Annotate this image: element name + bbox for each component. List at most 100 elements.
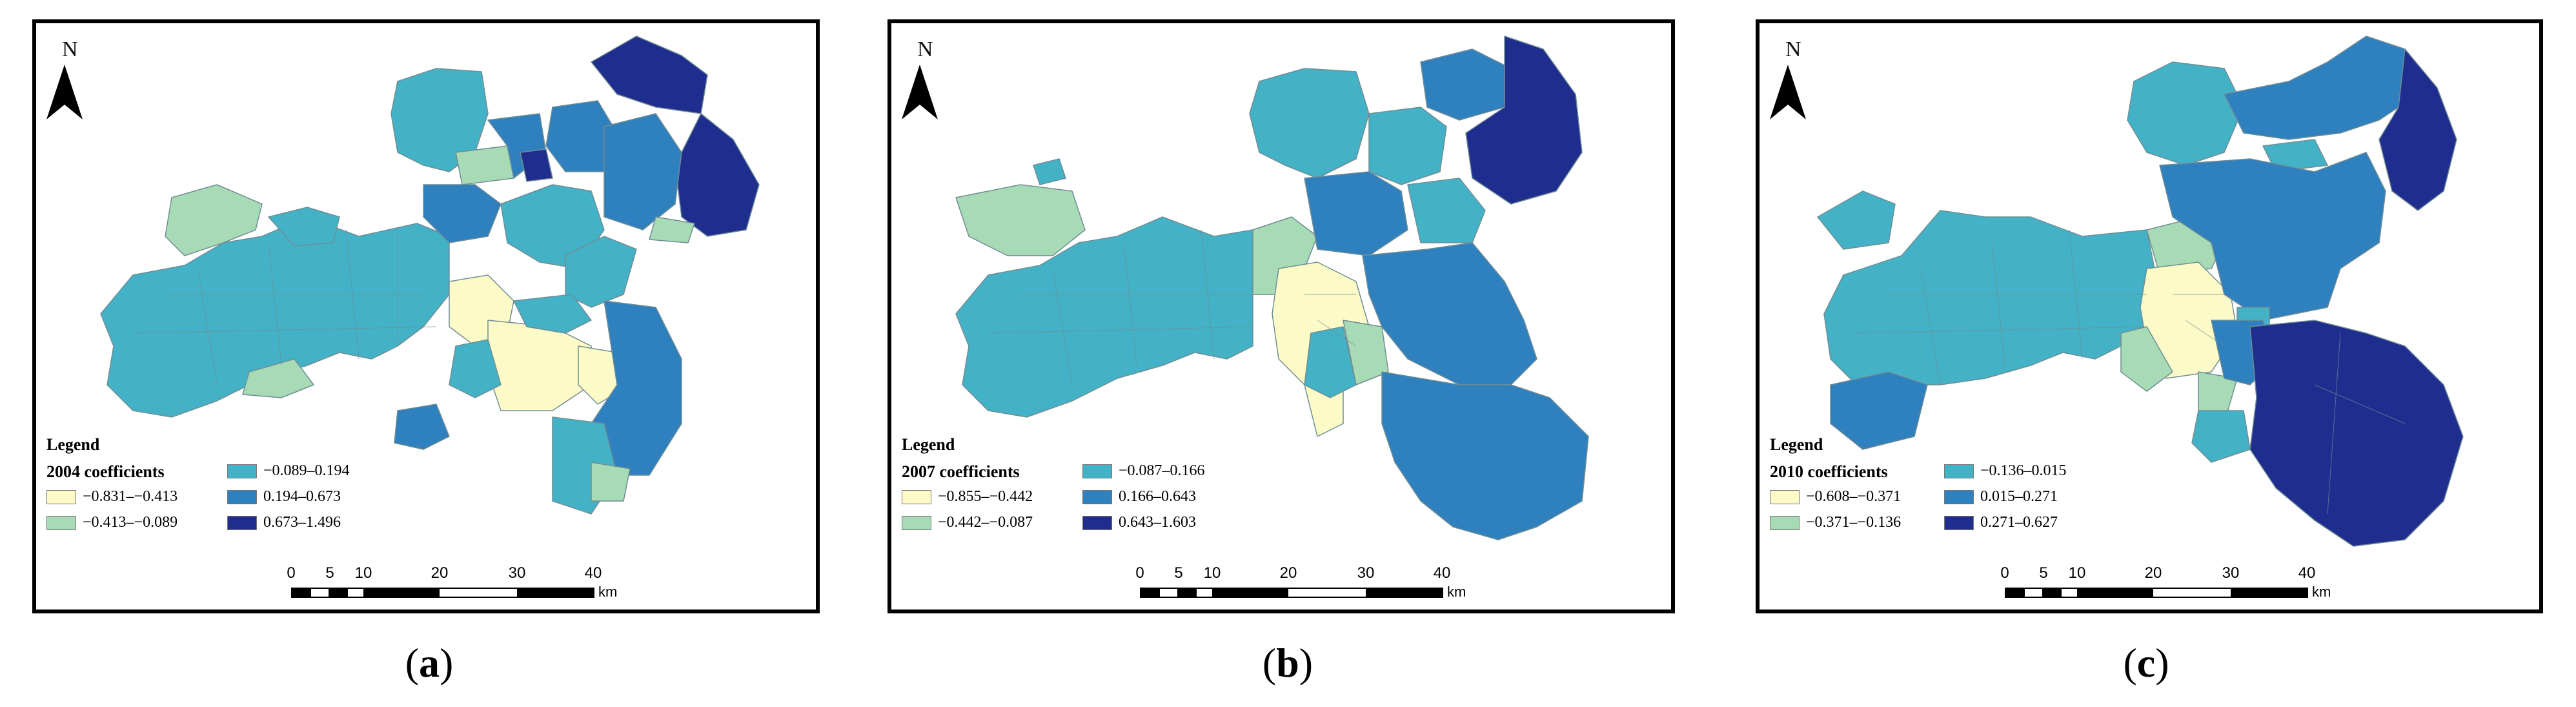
region: [394, 404, 450, 450]
region: [165, 184, 263, 256]
caption-letter: a: [419, 640, 440, 686]
district-line: [1856, 229, 2406, 515]
legend-subtitle: 2004 coefficients: [46, 462, 165, 481]
region: [1362, 242, 1537, 385]
district-line: [988, 229, 1357, 385]
panel-caption: (b): [1262, 640, 1313, 686]
legend-title: Legend: [1770, 435, 1823, 454]
legend-title: Legend: [46, 435, 100, 454]
scale-tick: 10: [1203, 564, 1221, 582]
legend-item-2: −0.413–−0.089: [46, 514, 177, 531]
scale-tick: 20: [2144, 564, 2162, 582]
district-line: [132, 229, 437, 385]
legend-item-5: 0.673–1.496: [227, 514, 341, 531]
legend-range: 0.015–0.271: [1980, 488, 2058, 505]
scale-tick: 0: [2000, 564, 2009, 582]
region: [2140, 261, 2238, 379]
legend-item-3: −0.087–0.166: [1082, 462, 1205, 480]
legend: Legend 2004 coefficients −0.089–0.194 −0…: [46, 435, 350, 531]
scale-tick: 20: [1279, 564, 1297, 582]
legend-range: 0.194–0.673: [263, 488, 341, 505]
scale-unit: km: [2312, 584, 2331, 600]
legend-swatch: [1944, 489, 1974, 504]
legend-item-3: −0.136–0.015: [1944, 462, 2067, 480]
panel-caption: (a): [405, 640, 454, 686]
legend-item-4: 0.166–0.643: [1082, 488, 1196, 506]
scale-tick: 40: [2298, 564, 2316, 582]
region: [1368, 107, 1447, 185]
region: [1304, 171, 1408, 256]
legend-subtitle: 2007 coefficients: [902, 462, 1020, 481]
legend-swatch: [1082, 489, 1112, 504]
legend-swatch: [227, 489, 257, 504]
legend-item-4: 0.194–0.673: [227, 488, 341, 506]
legend-swatch: [227, 515, 257, 530]
region: [1420, 48, 1512, 121]
region: [2249, 320, 2464, 547]
region: [955, 216, 1253, 418]
region: [1249, 68, 1370, 179]
scale-tick: 5: [2039, 564, 2048, 582]
legend-range: 0.271–0.627: [1980, 514, 2058, 531]
legend-range: −0.831–−0.413: [83, 488, 178, 505]
scale-tick: 10: [354, 564, 372, 582]
legend-swatch: [46, 489, 76, 504]
north-label: N: [62, 37, 78, 61]
legend-item-1: −0.855–−0.442: [902, 488, 1033, 506]
region: [487, 320, 592, 411]
north-arrow-icon: [902, 65, 938, 119]
legend-swatch: [902, 515, 931, 530]
region: [565, 236, 637, 308]
legend: Legend 2007 coefficients −0.087–0.166 −0…: [902, 435, 1205, 531]
region: [449, 339, 502, 398]
legend-item-5: 0.271–0.627: [1944, 514, 2058, 531]
scale-tick: 20: [431, 564, 449, 582]
legend-range: −0.371–−0.136: [1806, 514, 1902, 531]
legend-title: Legend: [902, 435, 955, 454]
north-arrow: N: [1769, 32, 1807, 129]
scale-bar: 0 5 10 20 30 40 km: [2000, 564, 2353, 603]
scale-tick: 30: [1357, 564, 1375, 582]
north-label: N: [917, 37, 933, 61]
legend-item-2: −0.442–−0.087: [902, 514, 1033, 531]
map-frame: N Legend 2007 coefficients −0.087–0.166 …: [887, 19, 1675, 613]
legend-swatch: [902, 489, 931, 504]
region: [513, 294, 592, 334]
region: [2127, 61, 2244, 166]
map-frame: N Legend 2010 coefficients −0.136–0.015 …: [1756, 19, 2543, 613]
caption-letter: c: [2136, 640, 2156, 686]
choropleth-map: [1817, 36, 2464, 547]
region: [1304, 326, 1357, 398]
legend-item-4: 0.015–0.271: [1944, 488, 2058, 506]
region: [2191, 410, 2251, 463]
legend-swatch: [227, 464, 257, 478]
map-panel-b: N Legend 2007 coefficients −0.087–0.166 …: [858, 0, 1717, 707]
legend-swatch: [1082, 464, 1112, 478]
region: [649, 216, 695, 243]
map-frame: N Legend 2004 coefficients −0.089–0.194 …: [32, 19, 820, 613]
north-arrow-icon: [1770, 65, 1806, 119]
legend-swatch: [46, 515, 76, 530]
legend-swatch: [1082, 515, 1112, 530]
region: [242, 358, 314, 398]
region: [591, 300, 682, 476]
scale-tick: 40: [584, 564, 602, 582]
region: [1817, 190, 1896, 250]
region: [603, 113, 682, 231]
region: [520, 149, 553, 182]
region: [1830, 371, 1928, 450]
legend: Legend 2010 coefficients −0.136–0.015 −0…: [1770, 435, 2067, 531]
scale-tick: 30: [508, 564, 526, 582]
legend-item-5: 0.643–1.603: [1082, 514, 1196, 531]
map-panel-a: N Legend 2004 coefficients −0.089–0.194 …: [0, 0, 858, 707]
scale-tick: 5: [325, 564, 334, 582]
scale-tick: 0: [287, 564, 296, 582]
region: [955, 184, 1086, 256]
legend-item-3: −0.089–0.194: [227, 462, 350, 480]
region: [674, 113, 760, 237]
legend-range: −0.089–0.194: [263, 462, 350, 479]
scale-bar-graphic: [1140, 588, 1443, 598]
scale-tick: 5: [1174, 564, 1183, 582]
legend-swatch: [1770, 489, 1800, 504]
legend-range: −0.855–−0.442: [938, 488, 1033, 505]
